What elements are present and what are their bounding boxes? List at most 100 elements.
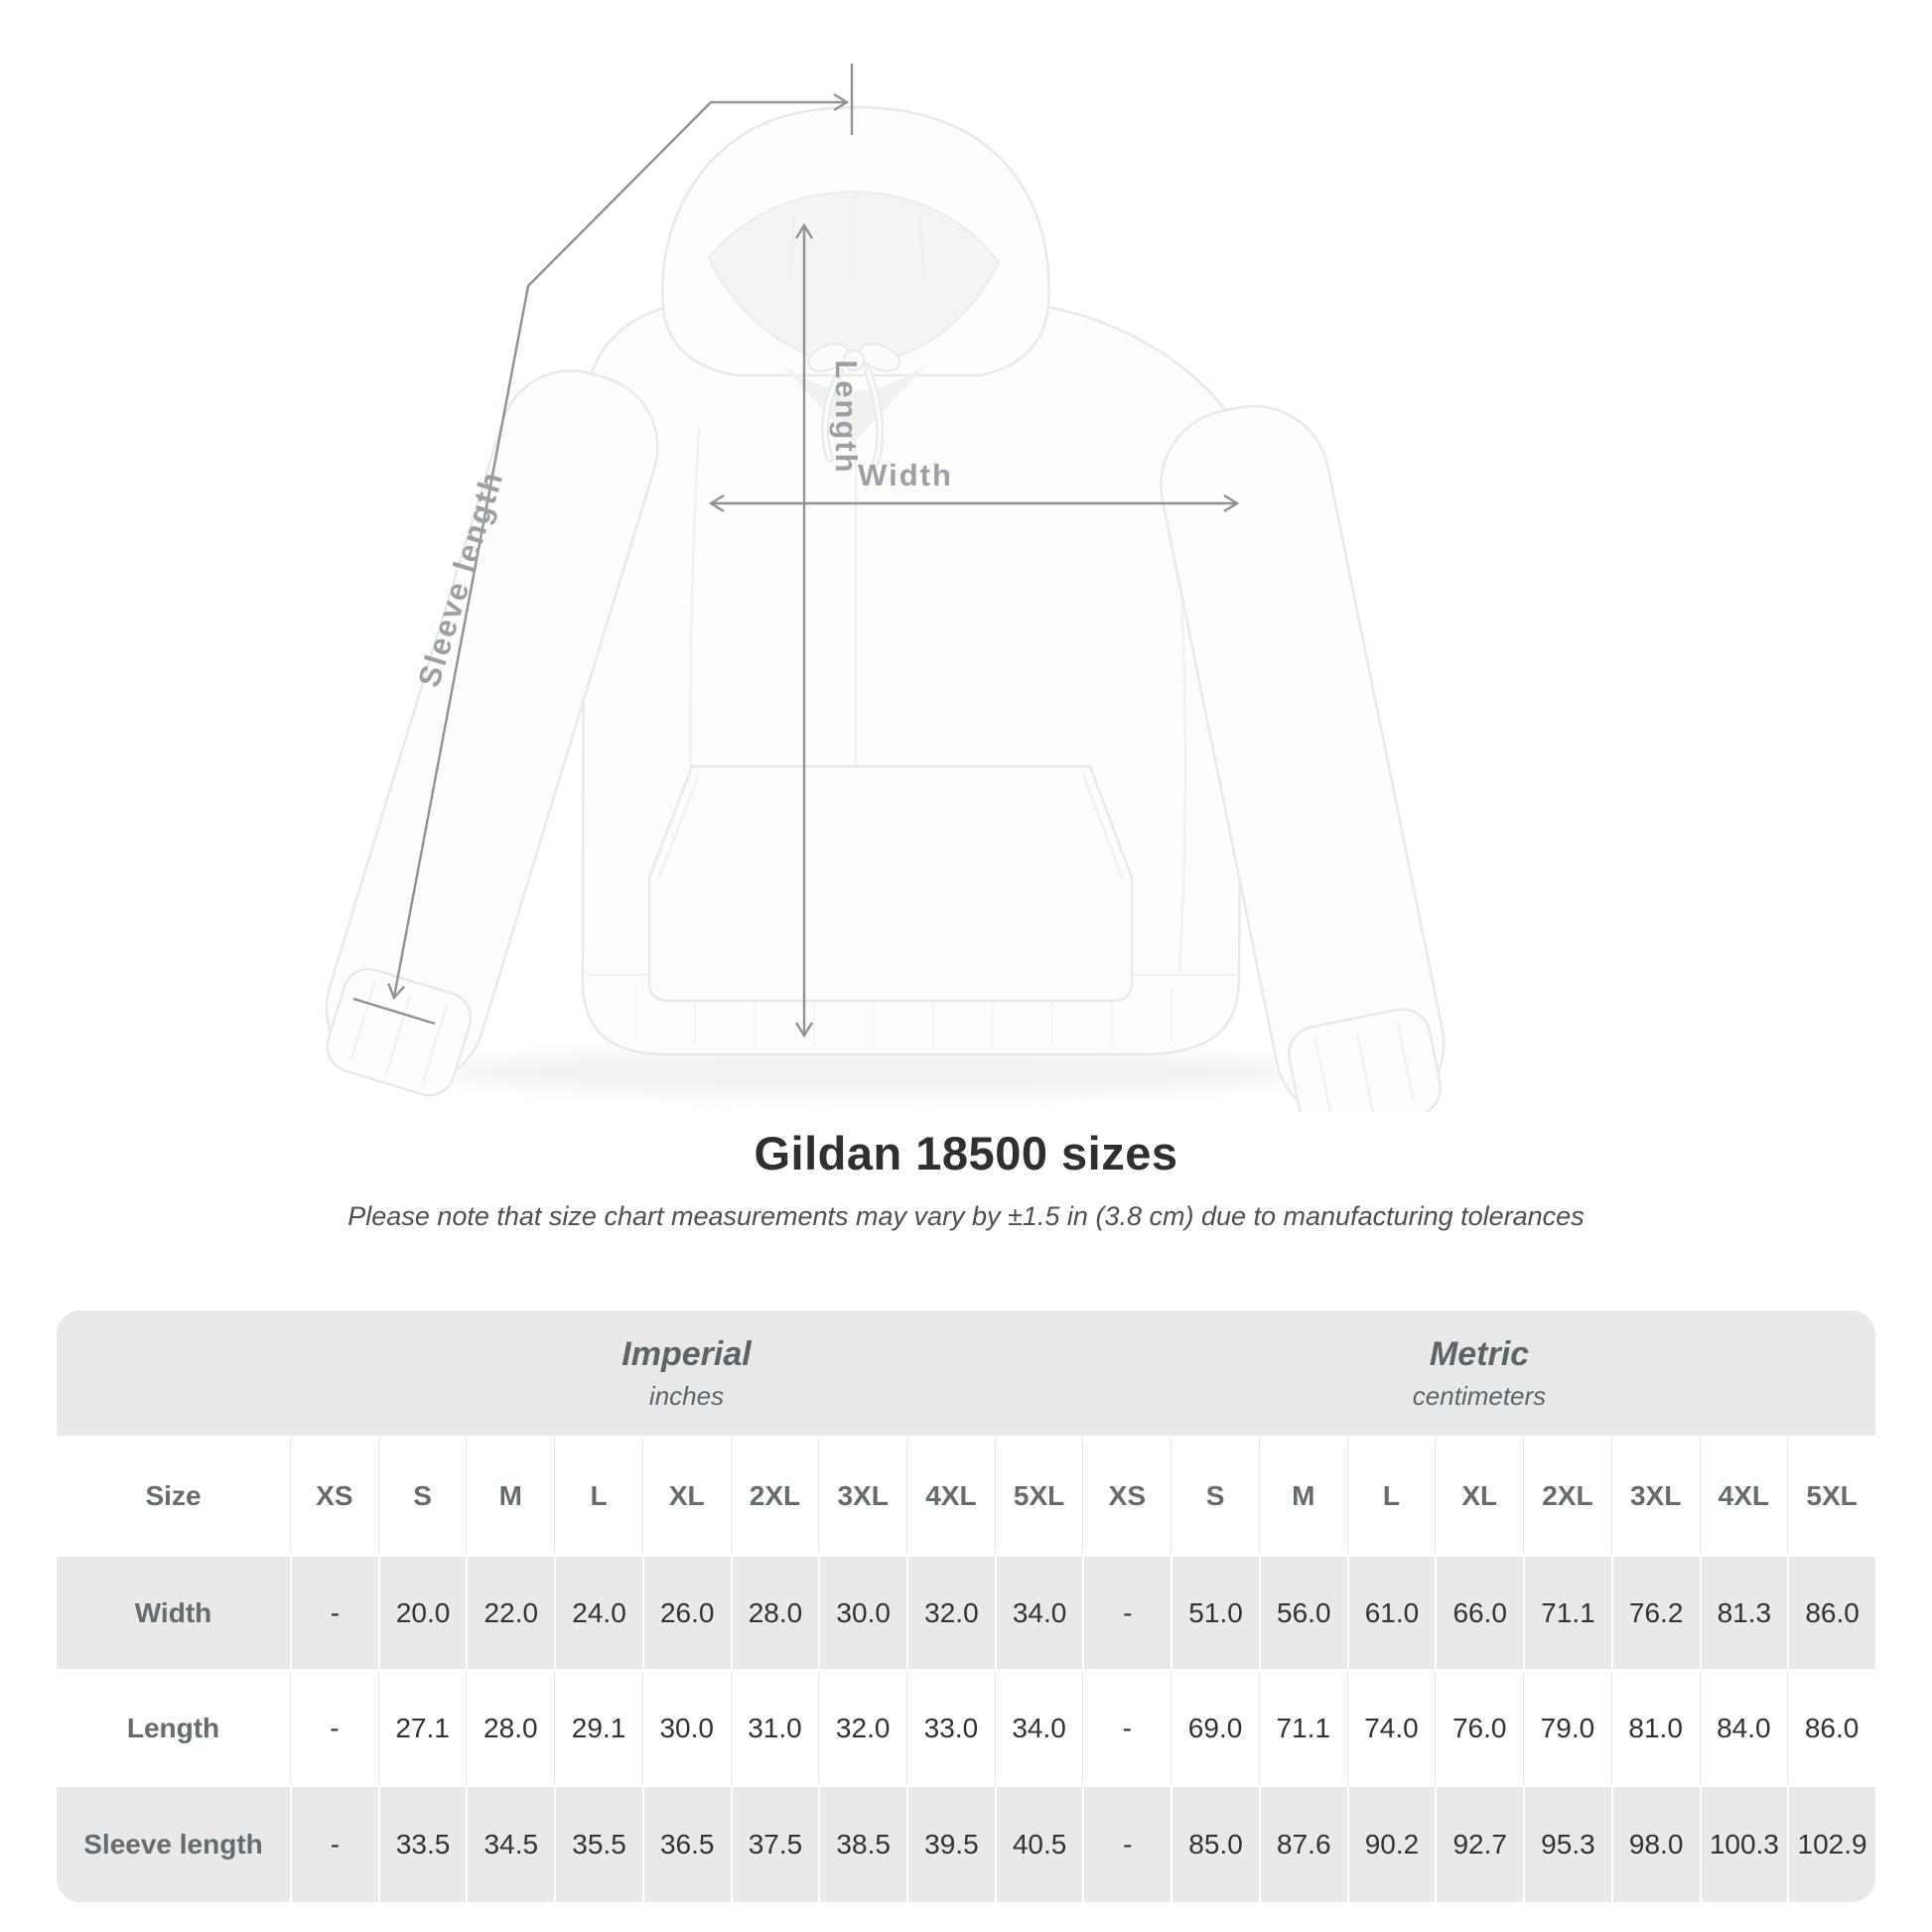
imperial-value-cell: 28.0 (730, 1557, 819, 1669)
imperial-value-cell: 26.0 (641, 1557, 731, 1669)
metric-value-cell: 84.0 (1699, 1672, 1788, 1784)
metric-size-col-header: 5XL (1787, 1439, 1875, 1554)
measure-row-length: Length -27.1 28.0 29.1 30.0 31.0 32.0 33.0 34.0-… (57, 1672, 1875, 1784)
imperial-size-col-header: 5XL (994, 1439, 1083, 1554)
metric-value-cell: - (1082, 1557, 1172, 1669)
metric-value-cell: 102.9 (1787, 1787, 1875, 1902)
metric-value-cell: - (1082, 1672, 1172, 1784)
metric-value-cell: 71.1 (1523, 1557, 1611, 1669)
unit-group-band: Imperial inches Metric centimeters (57, 1311, 1875, 1436)
right-sleeve (1160, 404, 1446, 1112)
hood-seam-right (917, 211, 926, 283)
imperial-value-cell: 31.0 (730, 1672, 819, 1784)
metric-size-col-header: 3XL (1610, 1439, 1700, 1554)
imperial-value-cell: 27.1 (377, 1672, 467, 1784)
metric-size-col-header: S (1171, 1439, 1259, 1554)
metric-value-cell: 98.0 (1610, 1787, 1700, 1902)
neck-v-panel (780, 363, 927, 443)
metric-value-cell: 74.0 (1346, 1672, 1436, 1784)
imperial-label: Imperial (621, 1334, 752, 1373)
imperial-value-cell: 33.5 (377, 1787, 467, 1902)
metric-value-cell: 71.1 (1258, 1672, 1347, 1784)
metric-value-cell: 86.0 (1787, 1557, 1875, 1669)
imperial-value-cell: 34.0 (994, 1672, 1083, 1784)
imperial-size-col-header: XS (290, 1439, 378, 1554)
kangaroo-pocket (647, 764, 1134, 1003)
hoodie-shadow (447, 1048, 1301, 1096)
metric-value-cell: - (1082, 1787, 1172, 1902)
row-label: Sleeve length (57, 1787, 290, 1902)
imperial-value-cell: 40.5 (994, 1787, 1083, 1902)
metric-value-cell: 56.0 (1258, 1557, 1347, 1669)
imperial-unit: inches (648, 1380, 725, 1411)
imperial-value-cell: 28.0 (466, 1672, 555, 1784)
pocket-slant-right (1081, 773, 1125, 881)
metric-size-col-header: XL (1435, 1439, 1524, 1554)
imperial-value-cell: 37.5 (730, 1787, 819, 1902)
metric-value-cell: 81.3 (1699, 1557, 1788, 1669)
imperial-value-cell: 22.0 (466, 1557, 555, 1669)
metric-unit: centimeters (1412, 1380, 1547, 1411)
size-header-row: Size XS S M L XL 2XL 3XL 4XL 5XL XS S M L XL 2XL 3XL 4XL 5… (57, 1439, 1875, 1554)
tolerance-note: Please note that size chart measurements… (347, 1201, 1585, 1231)
metric-value-cell: 100.3 (1699, 1787, 1788, 1902)
metric-value-cell: 66.0 (1435, 1557, 1524, 1669)
imperial-value-cell: 35.5 (554, 1787, 642, 1902)
imperial-value-cell: 36.5 (641, 1787, 731, 1902)
imperial-size-col-header: 4XL (906, 1439, 995, 1554)
hoodie-illustration (325, 105, 1446, 1112)
metric-value-cell: 95.3 (1523, 1787, 1611, 1902)
bow-loop-right (859, 343, 900, 372)
size-table-rows: Size XS S M L XL 2XL 3XL 4XL 5XL XS S M L XL 2XL 3XL 4XL 5… (57, 1439, 1875, 1902)
imperial-value-cell: 32.0 (818, 1672, 907, 1784)
metric-value-cell: 76.0 (1435, 1672, 1524, 1784)
metric-value-cell: 85.0 (1171, 1787, 1259, 1902)
imperial-value-cell: 30.0 (641, 1672, 731, 1784)
imperial-value-cell: 34.0 (994, 1557, 1083, 1669)
imperial-value-cell: 34.5 (466, 1787, 555, 1902)
drawstring-right-highlight (866, 369, 882, 465)
imperial-size-col-header: 2XL (730, 1439, 819, 1554)
size-table: Imperial inches Metric centimeters Size X… (57, 1311, 1875, 1902)
row-label: Length (57, 1672, 290, 1784)
imperial-size-col-header: S (377, 1439, 467, 1554)
length-label: Length (829, 359, 864, 474)
imperial-value-cell: - (290, 1672, 378, 1784)
imperial-size-col-header: L (554, 1439, 642, 1554)
imperial-value-cell: 32.0 (906, 1557, 995, 1669)
width-label: Width (858, 458, 953, 492)
metric-value-cell: 76.2 (1610, 1557, 1700, 1669)
metric-size-col-header: L (1346, 1439, 1436, 1554)
metric-value-cell: 81.0 (1610, 1672, 1700, 1784)
metric-value-cell: 51.0 (1171, 1557, 1259, 1669)
imperial-value-cell: 29.1 (554, 1672, 642, 1784)
imperial-group-header: Imperial inches (290, 1311, 1083, 1436)
page-title: Gildan 18500 sizes (754, 1127, 1178, 1179)
metric-size-col-header: 2XL (1523, 1439, 1611, 1554)
size-header-cell: Size (57, 1439, 290, 1554)
sleeve-bottom-tick (352, 997, 436, 1026)
metric-value-cell: 92.7 (1435, 1787, 1524, 1902)
metric-label: Metric (1429, 1334, 1530, 1373)
imperial-value-cell: 20.0 (377, 1557, 467, 1669)
row-label: Width (57, 1557, 290, 1669)
imperial-value-cell: 30.0 (818, 1557, 907, 1669)
imperial-value-cell: 24.0 (554, 1557, 642, 1669)
imperial-value-cell: 33.0 (906, 1672, 995, 1784)
metric-value-cell: 90.2 (1346, 1787, 1436, 1902)
metric-value-cell: 79.0 (1523, 1672, 1611, 1784)
sleeve-length-line (394, 102, 846, 997)
metric-size-col-header: 4XL (1699, 1439, 1788, 1554)
metric-size-col-header: XS (1082, 1439, 1172, 1554)
imperial-value-cell: - (290, 1787, 378, 1902)
metric-value-cell: 69.0 (1171, 1672, 1259, 1784)
measure-row-width: Width -20.0 22.0 24.0 26.0 28.0 30.0 32.0 34.0-5… (57, 1557, 1875, 1669)
measure-row-sleeve_length: Sleeve length -33.5 34.5 35.5 36.5 37.5 38.5 39… (57, 1787, 1875, 1902)
imperial-value-cell: - (290, 1557, 378, 1669)
imperial-value-cell: 38.5 (818, 1787, 907, 1902)
metric-size-col-header: M (1258, 1439, 1347, 1554)
metric-value-cell: 87.6 (1258, 1787, 1347, 1902)
hoodie-measurement-diagram: Width Length Sleeve length (325, 64, 1446, 1112)
metric-value-cell: 86.0 (1787, 1672, 1875, 1784)
